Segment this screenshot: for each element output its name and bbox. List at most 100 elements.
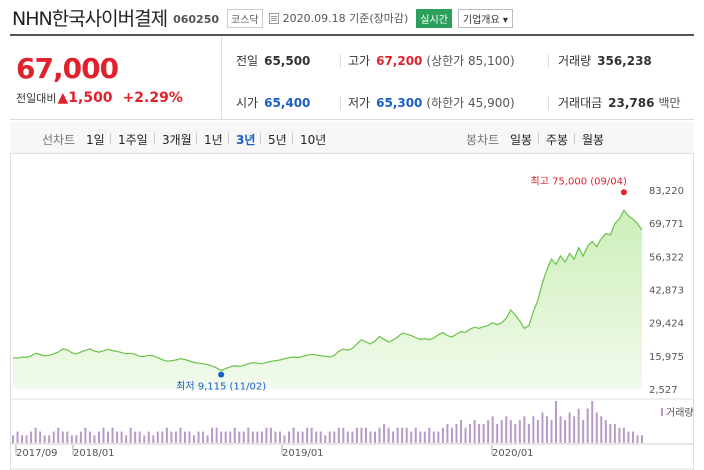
divider [292, 133, 293, 144]
volume-bar [233, 427, 236, 443]
volume-bar [586, 408, 589, 443]
candle-daily[interactable]: 일봉 [510, 133, 533, 147]
volume-bar [509, 420, 512, 443]
volume-bar [111, 427, 114, 443]
volume-bar [414, 427, 417, 443]
period-1y[interactable]: 1년 [204, 133, 223, 147]
volume-bar [152, 435, 155, 443]
stat-amount: 거래대금 23,786 백만 [558, 94, 681, 111]
volume-bar [211, 427, 214, 443]
realtime-button[interactable]: 실시간 [416, 8, 452, 28]
stat-label: 거래량 [558, 54, 592, 68]
volume-bar [102, 427, 105, 443]
period-10y[interactable]: 10년 [300, 133, 327, 147]
volume-bar [532, 416, 535, 443]
candle-monthly[interactable]: 월봉 [582, 133, 605, 147]
company-info-dropdown[interactable]: 기업개요 ▾ [457, 8, 513, 28]
volume-bar [360, 427, 363, 443]
stock-name[interactable]: NHN한국사이버결제 [12, 7, 168, 30]
stat-value: 356,238 [597, 53, 652, 68]
change-label: 전일대비 [16, 92, 57, 105]
change-amount: 1,500 [68, 90, 113, 106]
volume-bar [134, 431, 137, 443]
current-price: 67,000 [16, 52, 119, 85]
min-label: 최저 9,115 (11/02) [176, 381, 266, 393]
volume-bar [12, 435, 14, 443]
x-tick-label: 2019/01 [282, 448, 324, 459]
volume-bar [319, 431, 322, 443]
volume-bar [220, 431, 223, 443]
divider [260, 133, 261, 144]
volume-bar [242, 431, 245, 443]
volume-bar [129, 427, 132, 443]
candle-weekly[interactable]: 주봉 [546, 133, 569, 147]
volume-bar [97, 431, 100, 443]
period-3m[interactable]: 3개월 [162, 133, 192, 147]
volume-bar [120, 431, 123, 443]
volume-bar [523, 416, 526, 443]
stat-value: 65,400 [264, 95, 311, 110]
chart-frame [10, 154, 694, 470]
volume-bar [274, 431, 277, 443]
volume-bar [641, 435, 643, 443]
change-row: 전일대비 ▲ 1,500 +2.29% [16, 90, 183, 106]
y-tick-label: 2,527 [649, 385, 678, 396]
volume-bar [306, 427, 309, 443]
volume-bar [174, 431, 177, 443]
volume-bar [324, 435, 327, 443]
volume-bar [238, 431, 241, 443]
volume-bar [251, 431, 254, 443]
stat-sub: 백만 [658, 96, 681, 110]
price-area [13, 210, 642, 389]
volume-bar [609, 423, 612, 443]
volume-bar [256, 431, 259, 443]
period-1w[interactable]: 1주일 [118, 133, 148, 147]
volume-bar [618, 427, 621, 443]
volume-bar [39, 431, 42, 443]
volume-bar [500, 420, 503, 443]
y-tick-label: 56,322 [649, 252, 684, 263]
volume-bar [541, 412, 544, 443]
stat-label: 전일 [236, 54, 259, 68]
volume-bar [428, 427, 431, 443]
volume-bar [518, 420, 521, 443]
volume-bar [405, 427, 408, 443]
volume-bar [297, 431, 300, 443]
volume-bar [247, 427, 250, 443]
volume-bar [107, 431, 110, 443]
volume-bar [57, 427, 60, 443]
volume-bar [301, 431, 304, 443]
volume-bar [310, 427, 313, 443]
volume-bar [441, 427, 444, 443]
stat-value: 67,200 [376, 53, 423, 68]
volume-bar [378, 427, 381, 443]
price-line [12, 209, 643, 372]
volume-bar [432, 431, 435, 443]
volume-bar [93, 435, 96, 443]
volume-bar [604, 420, 607, 443]
line-chart-label: 선차트 [42, 133, 76, 147]
stat-sub: (하한가 45,900) [426, 96, 515, 110]
volume-bar [52, 431, 55, 443]
volume-bar [573, 416, 576, 443]
volume-bar [84, 427, 87, 443]
volume-bar [478, 423, 481, 443]
period-1d[interactable]: 1일 [86, 133, 105, 147]
volume-bar [161, 431, 164, 443]
volume-bar [491, 416, 494, 443]
volume-legend-swatch [661, 408, 663, 416]
volume-bar [437, 431, 440, 443]
price-summary: 67,000 전일대비 ▲ 1,500 +2.29% 전일 65,500 고가 … [10, 34, 694, 120]
volume-bar [179, 427, 182, 443]
stat-label: 시가 [236, 96, 259, 110]
volume-bar [482, 423, 485, 443]
period-3y[interactable]: 3년 [236, 133, 256, 147]
period-5y[interactable]: 5년 [268, 133, 287, 147]
divider [110, 133, 111, 144]
volume-bar [536, 420, 539, 443]
volume-bar [66, 431, 69, 443]
volume-bar [636, 435, 639, 443]
volume-bar [138, 431, 141, 443]
volume-bar [459, 420, 462, 443]
chart-svg: 83,220 69,771 56,322 42,873 29,424 15,975 2,52… [10, 175, 694, 470]
